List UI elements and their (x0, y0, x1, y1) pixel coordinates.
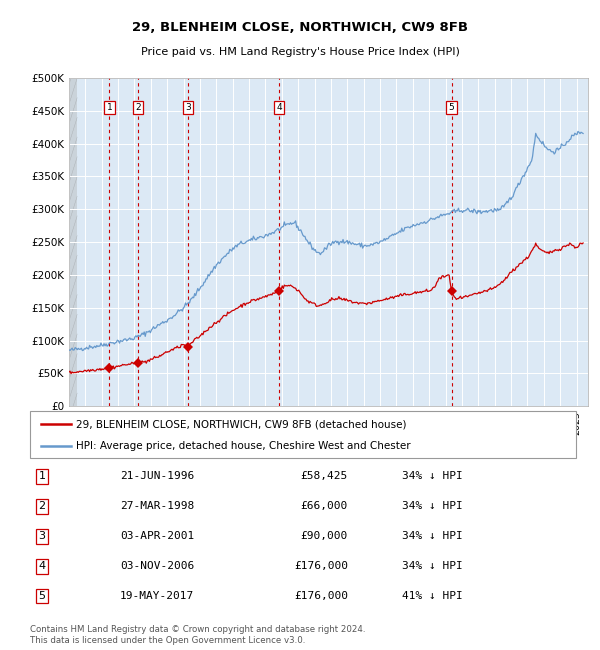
Text: 1: 1 (38, 471, 46, 482)
Text: 5: 5 (449, 103, 454, 112)
Text: 29, BLENHEIM CLOSE, NORTHWICH, CW9 8FB (detached house): 29, BLENHEIM CLOSE, NORTHWICH, CW9 8FB (… (76, 419, 407, 429)
Text: 4: 4 (276, 103, 282, 112)
Text: 34% ↓ HPI: 34% ↓ HPI (402, 471, 463, 482)
Text: 03-NOV-2006: 03-NOV-2006 (120, 561, 194, 571)
Text: £90,000: £90,000 (301, 531, 348, 541)
Text: 5: 5 (38, 591, 46, 601)
Text: 1: 1 (107, 103, 112, 112)
Text: Price paid vs. HM Land Registry's House Price Index (HPI): Price paid vs. HM Land Registry's House … (140, 47, 460, 57)
Text: £176,000: £176,000 (294, 561, 348, 571)
Text: 19-MAY-2017: 19-MAY-2017 (120, 591, 194, 601)
Text: 27-MAR-1998: 27-MAR-1998 (120, 501, 194, 512)
Text: 2: 2 (38, 501, 46, 512)
Text: 34% ↓ HPI: 34% ↓ HPI (402, 561, 463, 571)
Text: Contains HM Land Registry data © Crown copyright and database right 2024.
This d: Contains HM Land Registry data © Crown c… (30, 625, 365, 645)
Text: HPI: Average price, detached house, Cheshire West and Chester: HPI: Average price, detached house, Ches… (76, 441, 411, 450)
Text: 2: 2 (136, 103, 141, 112)
Text: 41% ↓ HPI: 41% ↓ HPI (402, 591, 463, 601)
FancyBboxPatch shape (30, 411, 576, 458)
Text: 03-APR-2001: 03-APR-2001 (120, 531, 194, 541)
Text: 3: 3 (185, 103, 191, 112)
Text: 34% ↓ HPI: 34% ↓ HPI (402, 501, 463, 512)
Text: £58,425: £58,425 (301, 471, 348, 482)
Text: 4: 4 (38, 561, 46, 571)
Text: £66,000: £66,000 (301, 501, 348, 512)
Text: 21-JUN-1996: 21-JUN-1996 (120, 471, 194, 482)
Text: £176,000: £176,000 (294, 591, 348, 601)
Text: 34% ↓ HPI: 34% ↓ HPI (402, 531, 463, 541)
Text: 29, BLENHEIM CLOSE, NORTHWICH, CW9 8FB: 29, BLENHEIM CLOSE, NORTHWICH, CW9 8FB (132, 21, 468, 34)
Text: 3: 3 (38, 531, 46, 541)
